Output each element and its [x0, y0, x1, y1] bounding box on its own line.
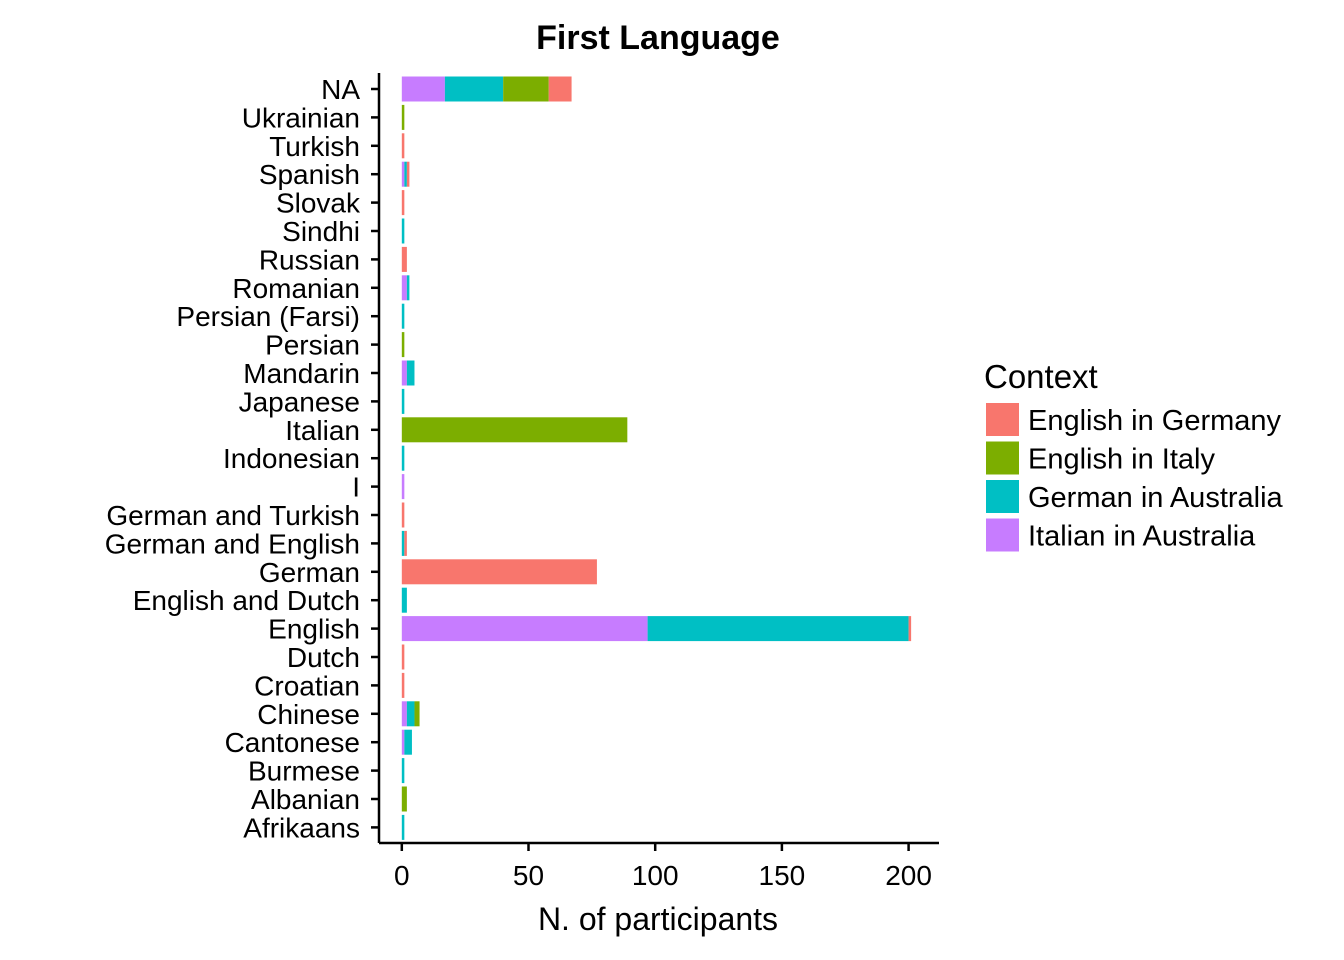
bar-mandarin-italian-in-australia	[401, 360, 407, 386]
y-tick-label: Chinese	[257, 699, 360, 730]
y-tick-label: NA	[321, 74, 360, 105]
bar-cantonese-italian-in-australia	[401, 729, 405, 755]
bar-slovak-english-in-germany	[401, 190, 405, 216]
x-tick-label: 200	[885, 860, 932, 891]
y-tick-label: Turkish	[269, 131, 360, 162]
bar-italian-english-in-italy	[401, 417, 628, 443]
y-tick-label: German and Turkish	[106, 500, 360, 531]
bar-i-italian-in-australia	[401, 474, 405, 500]
y-tick-label: English	[268, 614, 360, 645]
y-tick-label: Dutch	[287, 642, 360, 673]
bar-indonesian-german-in-australia	[401, 445, 405, 471]
y-tick-label: Persian	[265, 330, 360, 361]
y-tick-label: Burmese	[248, 756, 360, 787]
legend-label-english-in-italy: English in Italy	[1028, 444, 1215, 476]
y-tick-label: Afrikaans	[243, 812, 360, 843]
y-tick-label: Indonesian	[223, 443, 360, 474]
y-tick-label: Japanese	[239, 386, 360, 417]
bars-layer	[401, 76, 912, 840]
bar-spanish-italian-in-australia	[401, 161, 405, 187]
y-tick-label: Albanian	[251, 784, 360, 815]
bar-english-italian-in-australia	[401, 616, 648, 642]
bar-chinese-italian-in-australia	[401, 701, 407, 727]
y-tick-label: English and Dutch	[133, 585, 360, 616]
x-axis: 0 50 100 150 200	[379, 841, 939, 891]
bar-spanish-english-in-germany	[406, 161, 410, 187]
y-tick-label: Croatian	[254, 670, 360, 701]
bar-na-english-in-italy	[503, 76, 549, 102]
legend-label-english-in-germany: English in Germany	[1028, 405, 1282, 437]
x-axis-title: N. of participants	[538, 901, 778, 937]
y-tick-label: Slovak	[276, 188, 361, 219]
bar-na-german-in-australia	[444, 76, 504, 102]
y-tick-label: I	[352, 472, 360, 503]
bar-german-and-turkish-english-in-germany	[401, 502, 405, 528]
legend-label-italian-in-australia: Italian in Australia	[1028, 521, 1256, 553]
bar-dutch-english-in-germany	[401, 644, 405, 670]
y-tick-label: German and English	[105, 528, 360, 559]
bar-russian-english-in-germany	[401, 246, 407, 272]
bar-japanese-german-in-australia	[401, 388, 405, 414]
x-tick-label: 0	[394, 860, 410, 891]
y-tick-label: Ukrainian	[242, 102, 360, 133]
legend-key-italian-in-australia	[986, 518, 1019, 552]
bar-sindhi-german-in-australia	[401, 218, 405, 244]
legend-key-english-in-germany	[986, 403, 1019, 436]
bar-romanian-german-in-australia	[406, 275, 410, 301]
y-axis: NAUkrainianTurkishSpanishSlovakSindhiRus…	[105, 73, 381, 843]
y-tick-label: German	[259, 557, 360, 588]
x-tick-label: 100	[632, 860, 679, 891]
bar-german-and-english-german-in-australia	[401, 530, 405, 556]
bar-croatian-english-in-germany	[401, 672, 405, 698]
bar-romanian-italian-in-australia	[401, 275, 407, 301]
bar-german-english-in-germany	[401, 559, 597, 585]
y-tick-label: Cantonese	[225, 727, 360, 758]
y-tick-label: Sindhi	[282, 216, 360, 247]
bar-cantonese-german-in-australia	[404, 729, 412, 755]
legend-label-german-in-australia: German in Australia	[1028, 482, 1284, 514]
bar-persian-farsi-german-in-australia	[401, 303, 405, 329]
legend: Context English in Germany English in Ita…	[984, 358, 1284, 553]
bar-albanian-english-in-italy	[401, 786, 407, 812]
bar-english-english-in-germany	[908, 616, 912, 642]
x-tick-label: 150	[759, 860, 806, 891]
bar-persian-english-in-italy	[401, 332, 405, 358]
bar-chinese-english-in-italy	[414, 701, 420, 727]
bar-german-and-english-english-in-germany	[404, 530, 407, 556]
y-tick-label: Russian	[259, 244, 360, 275]
y-tick-label: Spanish	[259, 159, 360, 190]
bar-ukrainian-english-in-italy	[401, 104, 405, 130]
bar-afrikaans-german-in-australia	[401, 814, 405, 840]
legend-key-german-in-australia	[986, 480, 1019, 513]
bar-na-english-in-germany	[548, 76, 572, 102]
bar-burmese-german-in-australia	[401, 758, 405, 784]
bar-mandarin-german-in-australia	[406, 360, 415, 386]
x-tick-label: 50	[513, 860, 544, 891]
bar-na-italian-in-australia	[401, 76, 445, 102]
chart-title: First Language	[536, 19, 780, 57]
y-tick-label: Persian (Farsi)	[176, 301, 360, 332]
y-tick-label: Mandarin	[243, 358, 360, 389]
bar-chinese-german-in-australia	[406, 701, 415, 727]
y-tick-label: Romanian	[232, 273, 360, 304]
bar-english-and-dutch-german-in-australia	[401, 587, 407, 613]
legend-title: Context	[984, 358, 1098, 395]
bar-turkish-english-in-germany	[401, 133, 405, 159]
bar-english-german-in-australia	[647, 616, 909, 642]
y-tick-label: Italian	[285, 415, 360, 446]
legend-key-english-in-italy	[986, 441, 1019, 475]
bar-spanish-german-in-australia	[404, 161, 407, 187]
